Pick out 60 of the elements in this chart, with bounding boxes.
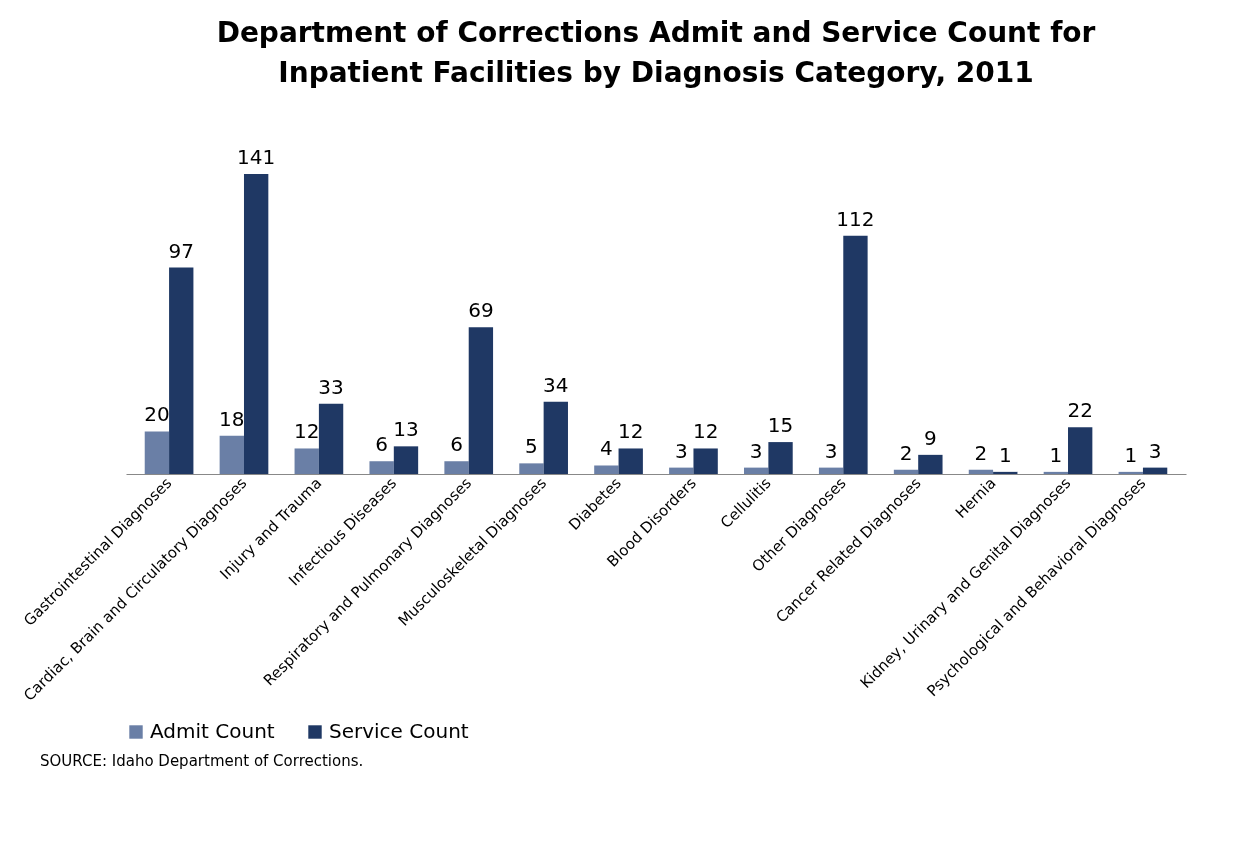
data-label: 97	[168, 238, 194, 263]
data-label: 22	[1067, 398, 1093, 423]
data-label: 6	[450, 432, 463, 457]
bar	[968, 469, 994, 474]
bar	[918, 454, 943, 474]
data-label: 12	[294, 419, 320, 444]
data-label: 1	[1049, 442, 1063, 467]
data-label: 3	[1148, 438, 1162, 463]
data-label: 141	[237, 145, 276, 169]
bar	[693, 448, 718, 474]
bar	[144, 431, 170, 474]
data-label: 5	[525, 434, 538, 459]
data-label: 6	[375, 432, 388, 457]
bar	[843, 235, 868, 474]
data-label: 33	[318, 374, 344, 399]
bar	[744, 467, 769, 474]
data-label: 20	[144, 402, 170, 427]
bar	[369, 461, 394, 474]
bar	[468, 327, 494, 474]
bar	[243, 174, 269, 474]
data-label: 1	[998, 442, 1012, 467]
bar	[893, 469, 919, 474]
bar	[818, 467, 844, 474]
data-label: 3	[749, 438, 763, 463]
bar	[594, 465, 619, 474]
legend-label: Admit Count	[150, 719, 275, 743]
data-label: 12	[617, 419, 644, 444]
data-label: 9	[924, 425, 937, 450]
bar	[1043, 471, 1069, 474]
bar	[219, 435, 244, 474]
data-label: 18	[219, 406, 245, 431]
data-label: 112	[836, 206, 875, 231]
bar	[1068, 427, 1093, 474]
bar	[169, 267, 194, 474]
bar	[669, 467, 694, 474]
source-note: SOURCE: Idaho Department of Corrections.	[40, 752, 365, 770]
bar	[1142, 467, 1168, 474]
bar	[993, 471, 1018, 474]
data-label: 15	[767, 413, 794, 438]
bar	[318, 403, 344, 474]
bar	[1118, 471, 1143, 474]
bar	[768, 442, 793, 474]
bar	[393, 446, 419, 474]
bar	[618, 448, 643, 474]
data-label: 2	[899, 440, 913, 465]
data-label: 34	[543, 372, 569, 397]
data-label: 13	[393, 417, 419, 442]
data-label: 3	[674, 438, 688, 463]
data-label: 12	[692, 419, 719, 444]
data-label: 4	[600, 436, 613, 461]
data-label: 2	[974, 440, 988, 465]
bar	[294, 448, 319, 474]
data-label: 3	[824, 438, 838, 463]
legend-label: Service Count	[329, 719, 469, 743]
bar	[519, 463, 544, 474]
bar	[543, 401, 568, 474]
bar	[444, 461, 469, 474]
data-label: 69	[468, 298, 494, 323]
chart-title: Department of Corrections Admit and Service Count for Inpatient Facilities by Diagnosis Category, 2011	[216, 16, 1096, 89]
data-label: 1	[1124, 442, 1138, 467]
